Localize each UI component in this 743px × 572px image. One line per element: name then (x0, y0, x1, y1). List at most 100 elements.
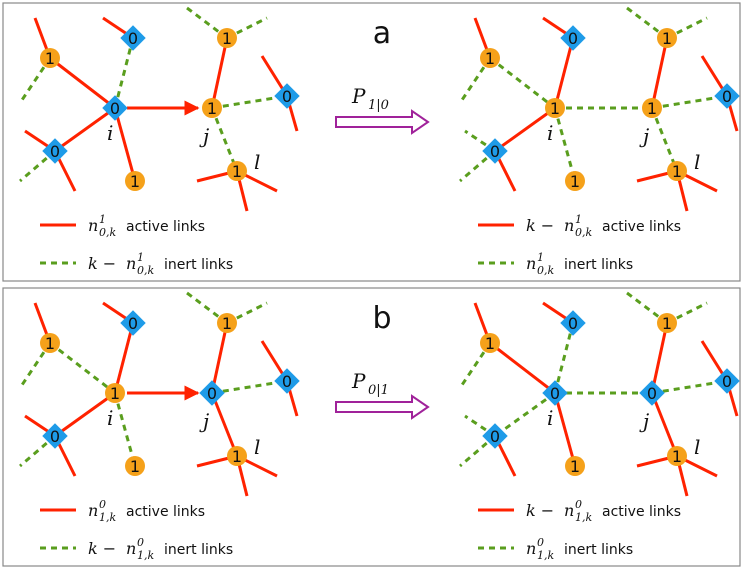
node-state-0: 0 (639, 380, 665, 406)
inert-link (626, 6, 668, 40)
legend-symbol: n (126, 254, 136, 273)
node-state-0: 0 (714, 368, 740, 394)
transition-operator: P 1|0 (335, 84, 430, 135)
inert-link (553, 107, 577, 182)
inert-link (18, 342, 52, 389)
active-link (49, 56, 116, 110)
inert-link (18, 57, 52, 104)
node-circle (565, 171, 585, 191)
node-label: 1 (672, 447, 682, 466)
node-state-1: 1 (657, 28, 677, 48)
node-circle (125, 171, 145, 191)
legend-prefix: k − (526, 501, 554, 520)
node-name-l: l (694, 150, 700, 174)
active-link (210, 37, 229, 109)
node-state-0: 0 (120, 25, 146, 51)
inert-link (650, 107, 679, 172)
node-state-1: 1 (227, 161, 247, 181)
legend-prefix: k − (88, 254, 116, 273)
node-state-0: 0 (560, 310, 586, 336)
inert-link (186, 291, 228, 325)
operator-symbol: P (351, 84, 366, 108)
node-state-1: 1 (105, 383, 125, 403)
node-label: 0 (110, 99, 120, 118)
active-link (650, 37, 669, 109)
node-state-1: 1 (40, 333, 60, 353)
node-state-1: 1 (217, 313, 237, 333)
node-state-1: 1 (565, 456, 585, 476)
legend-text: active links (602, 504, 681, 520)
node-label: 1 (232, 447, 242, 466)
node-label: 0 (568, 314, 578, 333)
legend-symbol: n (564, 501, 574, 520)
legend-sub: 1,k (575, 511, 592, 524)
active-link (489, 341, 556, 395)
node-label: 1 (485, 49, 495, 68)
node-state-1: 1 (227, 446, 247, 466)
node-label: 1 (647, 99, 657, 118)
inert-link (211, 379, 288, 395)
active-link (54, 391, 116, 438)
node-circle (227, 446, 247, 466)
node-state-1: 1 (202, 98, 222, 118)
node-label: 1 (222, 314, 232, 333)
node-label: 0 (50, 427, 60, 446)
legend-symbol: n (564, 216, 574, 235)
legend-symbol: n (526, 539, 536, 558)
inert-link (459, 434, 496, 468)
node-label: 1 (550, 99, 560, 118)
inert-link (666, 301, 708, 325)
legend-prefix: k − (526, 216, 554, 235)
node-state-0: 0 (560, 25, 586, 51)
active-link (553, 392, 577, 467)
node-state-1: 1 (565, 171, 585, 191)
node-state-0: 0 (120, 310, 146, 336)
node-diamond (274, 83, 300, 109)
node-label: 1 (232, 162, 242, 181)
operator-symbol: P (351, 369, 366, 393)
node-circle (227, 161, 247, 181)
legend-sub: 0,k (537, 264, 554, 277)
node-name-i: i (107, 121, 113, 145)
node-state-0: 0 (482, 423, 508, 449)
node-state-0: 0 (102, 95, 128, 121)
node-diamond (714, 368, 740, 394)
panel-letter: b (372, 301, 391, 336)
node-diamond (274, 368, 300, 394)
node-state-1: 1 (125, 456, 145, 476)
inert-link (19, 434, 56, 468)
inert-link (210, 107, 239, 172)
legend-symbol: n (126, 539, 136, 558)
node-state-0: 0 (482, 138, 508, 164)
legend-text: inert links (564, 257, 633, 273)
node-state-0: 0 (274, 83, 300, 109)
node-diamond (42, 423, 68, 449)
legend-text: inert links (164, 542, 233, 558)
legend-sup: 1 (575, 213, 582, 226)
node-circle (217, 28, 237, 48)
node-label: 1 (45, 334, 55, 353)
node-label: 0 (50, 142, 60, 161)
node-name-l: l (254, 435, 260, 459)
node-label: 0 (282, 87, 292, 106)
node-diamond (482, 423, 508, 449)
node-circle (480, 333, 500, 353)
node-label: 1 (662, 29, 672, 48)
node-state-1: 1 (125, 171, 145, 191)
legend-text: active links (126, 504, 205, 520)
legend-symbol: n (526, 254, 536, 273)
node-label: 0 (490, 142, 500, 161)
inert-link (226, 16, 268, 40)
node-state-0: 0 (274, 368, 300, 394)
transition-arrow-icon (335, 109, 430, 135)
legend-sub: 1,k (137, 549, 154, 562)
inert-link (226, 301, 268, 325)
inert-link (113, 392, 137, 467)
